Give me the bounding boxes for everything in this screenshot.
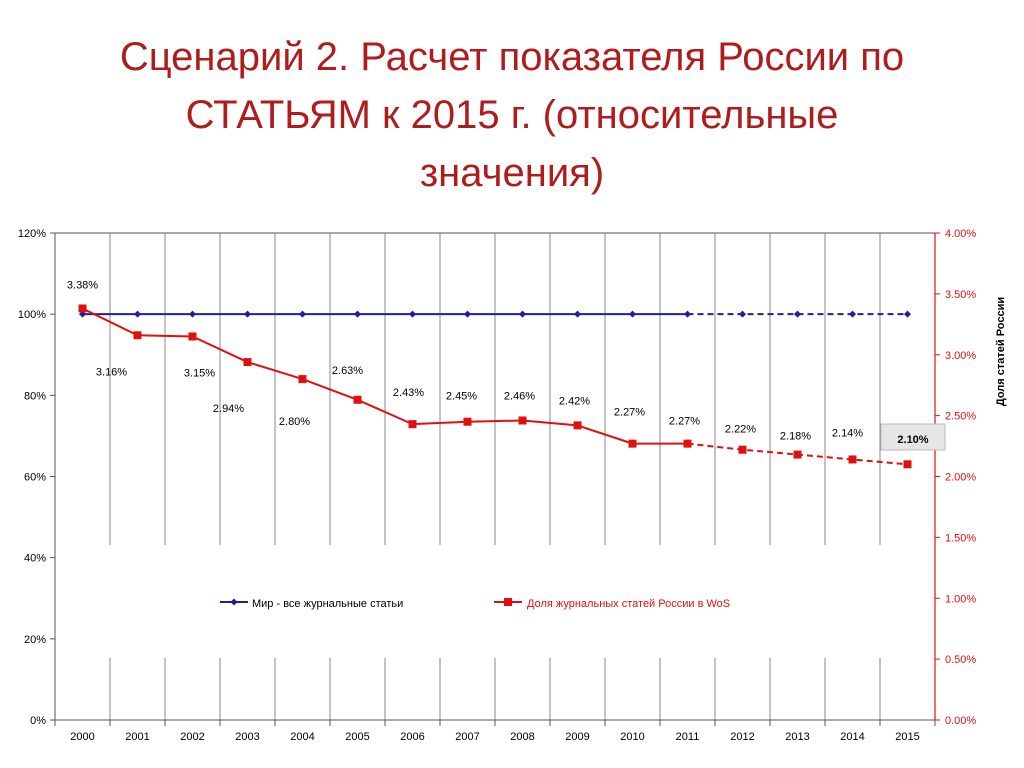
- y-right-axis-title: Доля статей России: [995, 297, 1007, 406]
- slide-title-line-2: СТАТЬЯМ к 2015 г. (относительные: [185, 93, 839, 137]
- world-point: [684, 310, 691, 318]
- world-point: [904, 310, 911, 318]
- slide-title-line-1: Сценарий 2. Расчет показателя России по: [119, 35, 905, 79]
- y-left-tick-label: 120%: [18, 228, 46, 240]
- russia-point: [518, 416, 527, 425]
- world-point: [299, 310, 306, 318]
- data-label: 2.63%: [332, 365, 363, 377]
- data-label: 2.43%: [393, 387, 424, 399]
- data-label: 3.16%: [96, 366, 127, 378]
- russia-point: [133, 331, 142, 340]
- y-right-tick-label: 3.00%: [945, 350, 976, 362]
- world-point: [849, 310, 856, 318]
- russia-point: [628, 439, 637, 448]
- russia-point: [243, 358, 252, 367]
- world-point: [464, 310, 471, 318]
- world-point: [244, 310, 251, 318]
- data-label: 3.15%: [184, 367, 215, 379]
- world-point: [409, 310, 416, 318]
- legend-world-label: Мир - все журнальные статьи: [252, 598, 403, 610]
- y-left-tick-label: 100%: [18, 309, 46, 321]
- russia-point: [188, 332, 197, 341]
- russia-point: [738, 445, 747, 454]
- y-left-tick-label: 40%: [24, 553, 46, 565]
- x-tick-label: 2012: [730, 731, 754, 743]
- world-point: [189, 310, 196, 318]
- data-label: 2.18%: [780, 431, 811, 443]
- world-point: [354, 310, 361, 318]
- russia-point: [353, 395, 362, 404]
- y-right-tick-label: 2.50%: [945, 411, 976, 423]
- data-label: 2.42%: [559, 395, 590, 407]
- russia-point: [573, 421, 582, 430]
- russia-point: [793, 450, 802, 459]
- y-right-tick-label: 4.00%: [945, 228, 976, 240]
- data-label: 2.14%: [832, 427, 863, 439]
- y-right-tick-label: 0.50%: [945, 654, 976, 666]
- y-right-tick-label: 1.50%: [945, 532, 976, 544]
- grid-layer: [109, 233, 881, 720]
- data-label: 2.94%: [213, 403, 244, 415]
- y-right-tick-label: 0.00%: [945, 715, 976, 727]
- y-right-tick-label: 2.00%: [945, 472, 976, 484]
- y-left-tick-label: 20%: [24, 634, 46, 646]
- russia-point: [408, 420, 417, 429]
- highlight-label-box: [880, 423, 946, 451]
- legend: Мир - все журнальные статьи Доля журнальн…: [220, 598, 730, 610]
- data-label: 2.45%: [446, 391, 477, 403]
- russia-point: [298, 375, 307, 384]
- russia-line-solid: [82, 307, 688, 445]
- slide-title: Сценарий 2. Расчет показателя России по …: [30, 28, 994, 202]
- x-tick-label: 2001: [125, 731, 149, 743]
- russia-point: [463, 417, 472, 426]
- x-tick-label: 2010: [620, 731, 644, 743]
- x-tick-label: 2000: [70, 731, 94, 743]
- data-label: 2.27%: [614, 407, 645, 419]
- data-label: 2.27%: [669, 416, 700, 428]
- world-point: [134, 310, 141, 318]
- x-tick-label: 2013: [785, 731, 809, 743]
- world-point: [519, 310, 526, 318]
- legend-russia-label: Доля журнальных статей России в WoS: [527, 598, 730, 610]
- legend-russia-marker: [504, 598, 512, 606]
- labels-layer: 3.38% 3.16% 3.15% 2.94% 2.80% 2.63% 2.43% 2.45%…: [67, 279, 946, 451]
- x-tick-label: 2009: [565, 731, 589, 743]
- series-layer: [78, 304, 912, 469]
- y-left-tick-label: 60%: [24, 472, 46, 484]
- y-right-tick-label: 3.50%: [945, 289, 976, 301]
- world-point: [739, 310, 746, 318]
- x-tick-label: 2006: [400, 731, 424, 743]
- world-point: [629, 310, 636, 318]
- x-tick-label: 2005: [345, 731, 369, 743]
- russia-point: [903, 460, 912, 469]
- legend-world-marker: [230, 598, 238, 606]
- x-tick-label: 2004: [290, 731, 314, 743]
- y-right-tick-label: 1.00%: [945, 593, 976, 605]
- y-left-tick-label: 80%: [24, 390, 46, 402]
- russia-point: [78, 304, 87, 313]
- x-tick-label: 2011: [676, 731, 700, 743]
- world-point: [794, 310, 801, 318]
- world-point: [574, 310, 581, 318]
- y-left-tick-label: 0%: [30, 715, 46, 727]
- data-label: 2.22%: [725, 424, 756, 436]
- russia-point: [683, 439, 692, 448]
- x-tick-label: 2015: [895, 731, 919, 743]
- data-label-highlight: 2.10%: [897, 434, 928, 446]
- x-tick-label: 2008: [510, 731, 534, 743]
- russia-point: [848, 455, 857, 464]
- data-label: 3.38%: [67, 279, 98, 291]
- axes-layer: 2000 2001 2002 2003 2004 2005 2006 2007 2008 2009…: [18, 228, 1007, 743]
- data-label: 2.80%: [279, 416, 310, 428]
- x-tick-label: 2003: [235, 731, 259, 743]
- x-tick-label: 2014: [840, 731, 864, 743]
- x-tick-label: 2002: [180, 731, 204, 743]
- x-tick-label: 2007: [455, 731, 479, 743]
- slide-title-line-3: значения): [419, 151, 605, 195]
- data-label: 2.46%: [504, 390, 535, 402]
